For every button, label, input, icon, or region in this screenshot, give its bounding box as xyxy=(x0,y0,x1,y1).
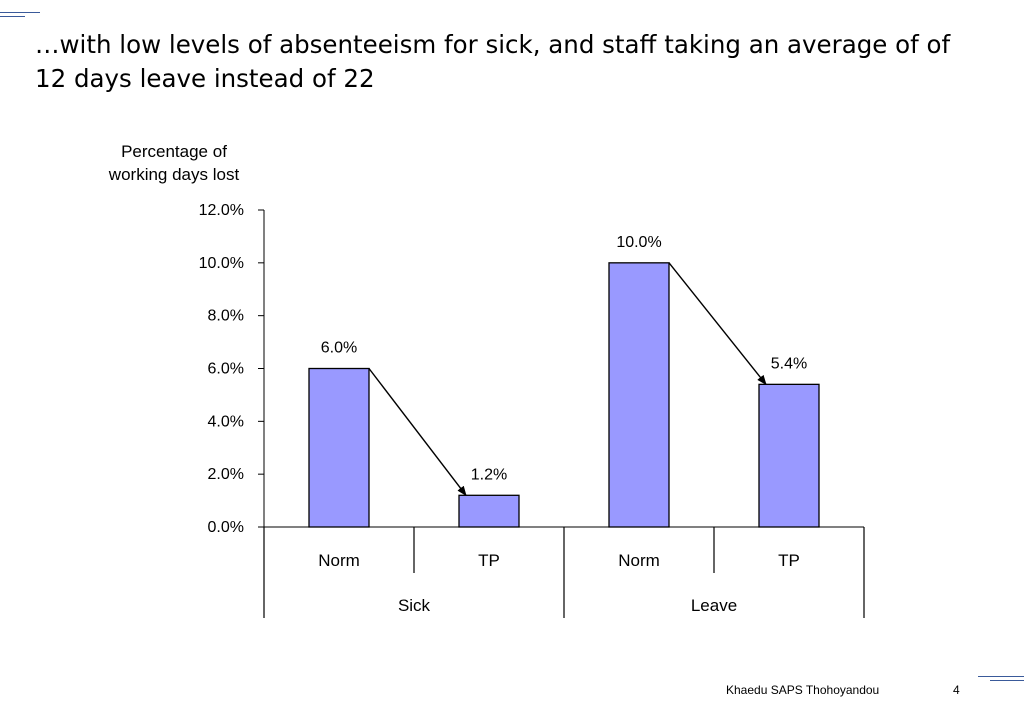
x-group-label: Sick xyxy=(398,596,431,615)
x-tick-label: TP xyxy=(778,551,800,570)
footer-source: Khaedu SAPS Thohoyandou xyxy=(726,683,880,697)
y-axis-label: working days lost xyxy=(108,165,240,184)
page-number: 4 xyxy=(953,683,960,697)
data-label: 5.4% xyxy=(771,355,807,372)
slide-title: …with low levels of absenteeism for sick… xyxy=(35,30,951,93)
trend-arrow xyxy=(368,368,467,497)
top-left-decor-line-2 xyxy=(0,16,25,17)
bar xyxy=(458,494,520,528)
data-label: 10.0% xyxy=(616,234,661,251)
y-tick-label: 4.0% xyxy=(208,413,244,430)
y-tick-label: 0.0% xyxy=(208,519,244,536)
x-tick-label: Norm xyxy=(618,551,660,570)
bottom-right-decor-line-1 xyxy=(978,676,1024,677)
bar xyxy=(308,367,370,528)
data-label: 6.0% xyxy=(321,340,357,357)
data-label: 1.2% xyxy=(471,466,507,483)
bottom-right-decor-line-2 xyxy=(990,680,1024,681)
y-tick-label: 2.0% xyxy=(208,466,244,483)
bar xyxy=(758,383,820,528)
x-group-label: Leave xyxy=(691,596,737,615)
y-tick-label: 6.0% xyxy=(208,361,244,378)
bar xyxy=(608,262,670,528)
y-tick-label: 12.0% xyxy=(199,202,244,219)
y-tick-label: 8.0% xyxy=(208,308,244,325)
y-axis-label: Percentage of xyxy=(121,142,227,161)
x-tick-label: TP xyxy=(478,551,500,570)
top-left-decor-line-1 xyxy=(0,12,40,13)
x-tick-label: Norm xyxy=(318,551,360,570)
trend-arrow xyxy=(668,262,767,386)
y-tick-label: 10.0% xyxy=(199,255,244,272)
